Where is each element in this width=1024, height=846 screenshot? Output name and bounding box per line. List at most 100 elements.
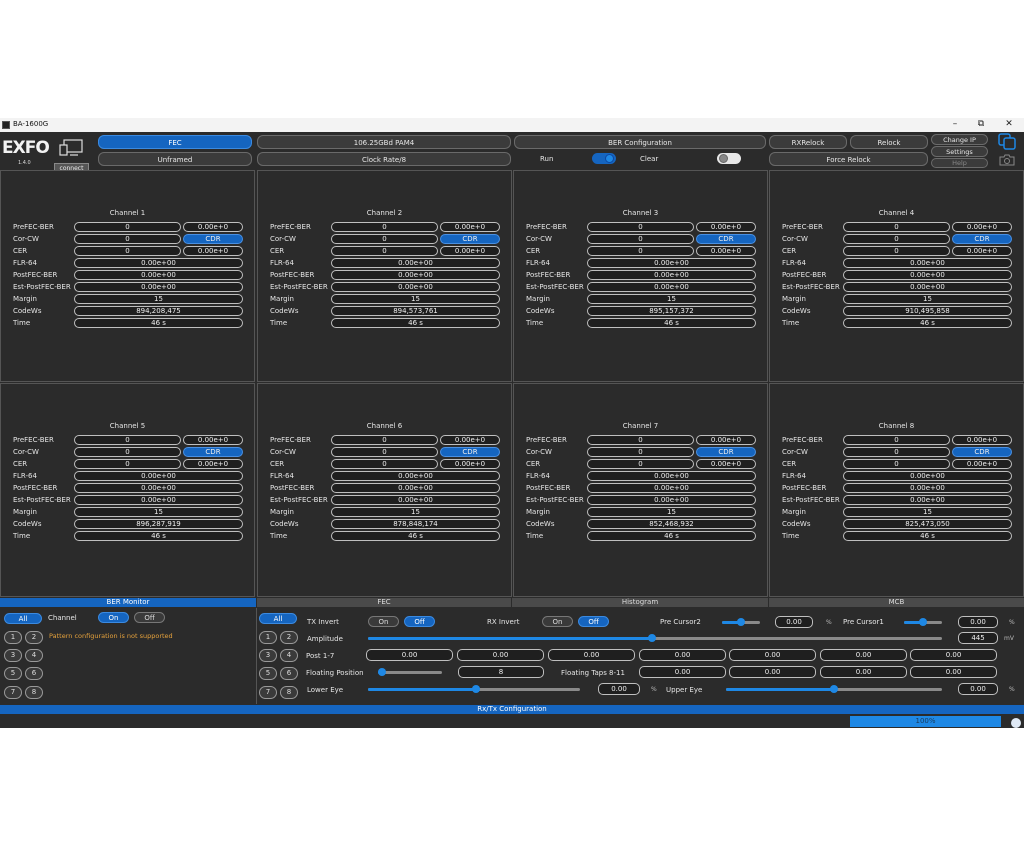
floating-tap-input[interactable]: 0.00 <box>639 666 726 678</box>
clock-rate-button[interactable]: Clock Rate/8 <box>257 152 511 166</box>
pre-cursor2-slider[interactable] <box>722 618 760 626</box>
post-tap-input[interactable]: 0.00 <box>548 649 635 661</box>
upper-eye-slider[interactable] <box>726 685 942 693</box>
rxrelock-button[interactable]: RXRelock <box>769 135 847 149</box>
channel-3-button[interactable]: 3 <box>4 649 22 662</box>
tab-fec[interactable]: FEC <box>257 598 511 607</box>
post-tap-input[interactable]: 0.00 <box>366 649 453 661</box>
channel-5-button[interactable]: 5 <box>4 667 22 680</box>
pre-cursor1-input[interactable]: 0.00 <box>958 616 998 628</box>
connect-icon[interactable] <box>58 138 86 158</box>
tab-ber-monitor[interactable]: BER Monitor <box>0 598 256 607</box>
rxtx-channel-8-button[interactable]: 8 <box>280 686 298 699</box>
help-button[interactable]: Help <box>931 158 988 168</box>
floating-position-input[interactable]: 8 <box>458 666 544 678</box>
margin-value: 15 <box>331 507 500 517</box>
floating-taps-label: Floating Taps 8-11 <box>561 669 625 677</box>
rxtx-channel-5-button[interactable]: 5 <box>259 667 277 680</box>
ber-configuration-button[interactable]: BER Configuration <box>514 135 766 149</box>
cdr-button[interactable]: CDR <box>440 447 500 457</box>
floating-tap-input[interactable]: 0.00 <box>729 666 816 678</box>
rx-invert-on-button[interactable]: On <box>542 616 573 627</box>
tx-invert-off-button[interactable]: Off <box>404 616 435 627</box>
row-label: Est-PostFEC-BER <box>270 496 328 504</box>
cdr-button[interactable]: CDR <box>440 234 500 244</box>
channel-title: Channel 7 <box>622 422 659 430</box>
post-tap-input[interactable]: 0.00 <box>820 649 907 661</box>
clear-toggle[interactable] <box>717 153 741 164</box>
tab-histogram[interactable]: Histogram <box>512 598 768 607</box>
flr-64-value: 0.00e+00 <box>843 471 1012 481</box>
close-button[interactable]: ✕ <box>1005 119 1013 129</box>
rxtx-channel-1-button[interactable]: 1 <box>259 631 277 644</box>
rxtx-channel-3-button[interactable]: 3 <box>259 649 277 662</box>
rxtx-channel-6-button[interactable]: 6 <box>280 667 298 680</box>
cdr-button[interactable]: CDR <box>183 234 243 244</box>
row-label: Margin <box>270 508 294 516</box>
minimize-button[interactable]: – <box>952 119 958 129</box>
settings-button[interactable]: Settings <box>931 146 988 157</box>
force-relock-button[interactable]: Force Relock <box>769 152 928 166</box>
fec-button[interactable]: FEC <box>98 135 252 149</box>
channel-1-button[interactable]: 1 <box>4 631 22 644</box>
cdr-button[interactable]: CDR <box>952 234 1012 244</box>
channel-2-button[interactable]: 2 <box>25 631 43 644</box>
tx-invert-on-button[interactable]: On <box>368 616 399 627</box>
cer-count: 0 <box>587 246 694 256</box>
cdr-button[interactable]: CDR <box>183 447 243 457</box>
windows-icon[interactable] <box>996 132 1018 152</box>
row-label: Margin <box>526 508 550 516</box>
cer-rate: 0.00e+0 <box>440 459 500 469</box>
cdr-button[interactable]: CDR <box>696 234 756 244</box>
cor-cw-count: 0 <box>74 234 181 244</box>
rxtx-channel-2-button[interactable]: 2 <box>280 631 298 644</box>
maximize-button[interactable]: ⧉ <box>977 119 985 129</box>
post-tap-input[interactable]: 0.00 <box>639 649 726 661</box>
row-label: PreFEC-BER <box>13 436 54 444</box>
exfo-logo: EXFO <box>2 138 50 158</box>
channel-off-button[interactable]: Off <box>134 612 165 623</box>
prefec-ber-count: 0 <box>587 435 694 445</box>
lower-eye-slider[interactable] <box>368 685 580 693</box>
rxtx-all-button[interactable]: All <box>259 613 297 624</box>
upper-eye-input[interactable]: 0.00 <box>958 683 998 695</box>
floating-tap-input[interactable]: 0.00 <box>820 666 907 678</box>
unframed-button[interactable]: Unframed <box>98 152 252 166</box>
lower-eye-input[interactable]: 0.00 <box>598 683 640 695</box>
row-label: CodeWs <box>526 307 555 315</box>
post-tap-input[interactable]: 0.00 <box>457 649 544 661</box>
amplitude-input[interactable]: 445 <box>958 632 998 644</box>
rxtx-channel-7-button[interactable]: 7 <box>259 686 277 699</box>
channel-6-button[interactable]: 6 <box>25 667 43 680</box>
channel-panel: Channel 5 PreFEC-BER Cor-CW CER FLR-64 PostFE… <box>0 383 255 597</box>
rxtx-channel-4-button[interactable]: 4 <box>280 649 298 662</box>
tab-mcb[interactable]: MCB <box>769 598 1024 607</box>
channel-on-button[interactable]: On <box>98 612 129 623</box>
pre-cursor1-slider[interactable] <box>904 618 942 626</box>
row-label: FLR-64 <box>13 472 37 480</box>
relock-button[interactable]: Relock <box>850 135 928 149</box>
channel-7-button[interactable]: 7 <box>4 686 22 699</box>
rate-button[interactable]: 106.25GBd PAM4 <box>257 135 511 149</box>
row-label: CodeWs <box>13 307 42 315</box>
row-label: Cor-CW <box>270 235 296 243</box>
all-button[interactable]: All <box>4 613 42 624</box>
cdr-button[interactable]: CDR <box>952 447 1012 457</box>
cdr-button[interactable]: CDR <box>696 447 756 457</box>
change-ip-button[interactable]: Change IP <box>931 134 988 145</box>
postfec-ber-value: 0.00e+00 <box>843 270 1012 280</box>
camera-icon[interactable] <box>998 153 1016 167</box>
amplitude-slider[interactable] <box>368 634 942 642</box>
floating-position-slider[interactable] <box>378 668 442 676</box>
pre-cursor2-input[interactable]: 0.00 <box>775 616 813 628</box>
rx-invert-off-button[interactable]: Off <box>578 616 609 627</box>
floating-tap-input[interactable]: 0.00 <box>910 666 997 678</box>
est-postfec-ber-value: 0.00e+00 <box>74 282 243 292</box>
post-tap-input[interactable]: 0.00 <box>910 649 997 661</box>
channel-8-button[interactable]: 8 <box>25 686 43 699</box>
rxtx-configuration-bar[interactable]: Rx/Tx Configuration <box>0 705 1024 714</box>
time-value: 46 s <box>331 531 500 541</box>
run-toggle[interactable] <box>592 153 616 164</box>
channel-4-button[interactable]: 4 <box>25 649 43 662</box>
post-tap-input[interactable]: 0.00 <box>729 649 816 661</box>
